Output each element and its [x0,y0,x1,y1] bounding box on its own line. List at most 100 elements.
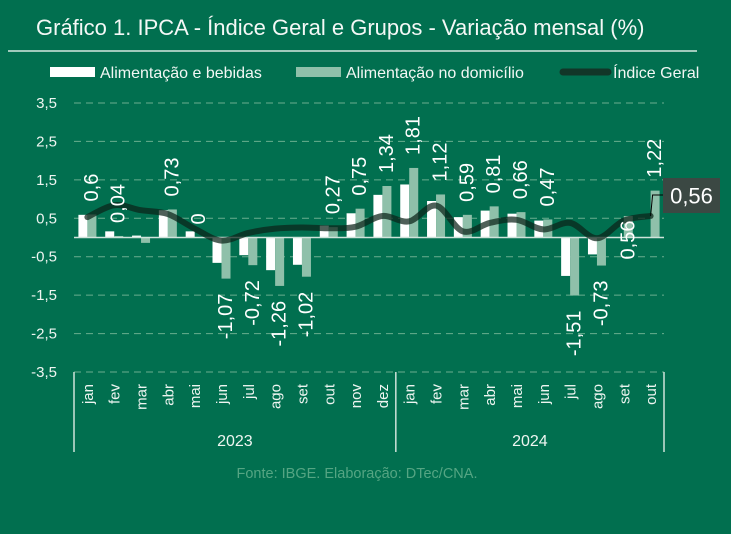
x-tick-label: abr [160,384,177,406]
data-label: -1,26 [269,301,291,347]
data-label: 0,47 [537,168,559,207]
x-tick-label: set [616,383,633,404]
x-tick-label: jan [402,384,419,405]
legend-item-alimentacao-domicilio[interactable]: Alimentação no domicílio [296,65,524,82]
bar-alimentacao-domicilio [221,237,231,279]
x-tick-label: mai [187,384,204,408]
bar-alimentacao-domicilio [87,214,97,238]
data-label: -1,02 [295,292,317,338]
bar-alimentacao-domicilio [114,235,124,238]
data-label: -0,72 [242,280,264,326]
y-tick-label: -1,5 [31,287,57,304]
x-tick-label: fev [429,384,446,405]
year-label: 2023 [217,433,253,450]
y-tick-label: 3,5 [36,95,57,112]
y-tick-label: -3,5 [31,364,57,381]
data-label: -1,07 [215,294,237,340]
legend-label: Índice Geral [613,63,699,82]
bar-alimentacao-bebidas [587,237,597,255]
bar-alimentacao-bebidas [239,237,249,256]
x-tick-label: mai [509,384,526,408]
x-tick-label: set [294,383,311,404]
bar-alimentacao-bebidas [507,213,517,238]
x-tick-label: jul [563,384,580,400]
x-tick-label: nov [348,384,365,409]
bar-alimentacao-bebidas [292,237,302,265]
data-label: 0,04 [108,184,130,223]
legend-label: Alimentação no domicílio [346,65,524,82]
data-label: 0 [188,213,210,224]
data-label: 0,56 [617,221,639,260]
data-labels: 0,6 0,04 0,73 0 -1,07 -0,72 -1,26 -1,02 0,27 0,75… [81,116,720,356]
x-tick-label: dez [375,384,392,408]
bar-alimentacao-domicilio [623,215,633,238]
bar-alimentacao-domicilio [596,237,606,266]
data-label: 0,73 [161,158,183,197]
x-tick-label: out [321,383,338,405]
bar-alimentacao-domicilio [167,209,177,238]
leader-line [650,194,663,217]
data-label: 1,34 [376,134,398,173]
y-axis: 3,5 2,5 1,5 0,5 -0,5 -1,5 -2,5 -3,5 [31,95,57,381]
chart-title: Gráfico 1. IPCA - Índice Geral e Grupos … [36,15,645,40]
bar-alimentacao-bebidas [266,237,276,271]
bar-alimentacao-domicilio [275,237,285,286]
bar-alimentacao-domicilio [301,237,311,277]
legend-swatch-gray-bar [296,67,341,77]
bar-alimentacao-bebidas [158,210,168,238]
legend-item-alimentacao-bebidas[interactable]: Alimentação e bebidas [50,65,262,82]
x-tick-label: jul [241,384,258,400]
year-label: 2024 [512,433,548,450]
y-tick-label: -2,5 [31,326,57,343]
data-label: 1,81 [403,116,425,155]
y-tick-label: 1,5 [36,172,57,189]
bar-alimentacao-domicilio [328,227,338,238]
x-tick-label: ago [268,384,285,409]
bar-alimentacao-bebidas [105,231,115,238]
bar-alimentacao-bebidas [78,214,88,238]
x-tick-label: jun [214,384,231,405]
bar-alimentacao-bebidas [427,200,437,238]
x-tick-label: ago [589,384,606,409]
bar-alimentacao-domicilio [382,186,392,238]
data-label: -0,73 [590,281,612,327]
bar-alimentacao-domicilio [409,167,419,238]
bar-alimentacao-bebidas [185,231,195,238]
bar-alimentacao-bebidas [132,235,142,238]
line-series [84,202,654,244]
bar-alimentacao-bebidas [400,184,410,238]
x-tick-label: out [643,383,660,405]
data-label: 1,22 [644,139,666,178]
bar-alimentacao-bebidas [319,225,329,238]
y-tick-label: 2,5 [36,133,57,150]
bar-alimentacao-domicilio [141,237,151,243]
data-label: 1,12 [430,143,452,182]
data-label: 0,6 [81,174,103,202]
data-label: 0,66 [510,160,532,199]
data-label: 0,59 [456,163,478,202]
x-tick-label: mar [455,384,472,410]
legend-label: Alimentação e bebidas [100,65,262,82]
data-label: 0,27 [322,175,344,214]
bar-alimentacao-domicilio [248,237,258,266]
x-tick-label: abr [482,384,499,406]
x-axis: jan fev mar abr mai jun jul ago set out nov dez jan f… [73,236,665,452]
x-tick-label: jan [80,384,97,405]
x-tick-label: fev [107,384,124,405]
data-label: -1,51 [564,311,586,357]
legend-item-indice-geral[interactable]: Índice Geral [559,63,699,82]
line-indice-geral [84,202,654,244]
x-tick-label: jun [536,384,553,405]
bar-alimentacao-domicilio [570,237,580,296]
legend: Alimentação e bebidas Alimentação no dom… [50,63,699,82]
end-label-indice-geral: 0,56 [670,184,713,209]
legend-swatch-white-bar [50,67,95,77]
end-label-box [663,178,720,213]
bar-alimentacao-domicilio [436,194,446,238]
bar-alimentacao-bebidas [561,237,571,276]
bar-alimentacao-domicilio [462,214,472,238]
bar-alimentacao-domicilio [516,212,526,238]
source-footer: Fonte: IBGE. Elaboração: DTec/CNA. [237,466,478,482]
